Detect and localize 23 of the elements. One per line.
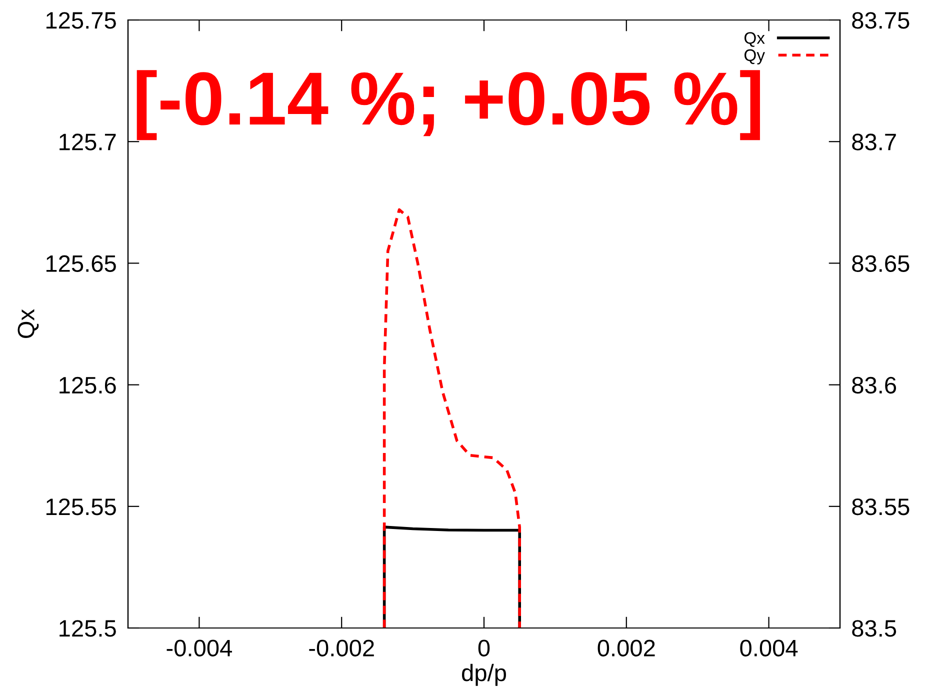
y2-tick-label: 83.65	[852, 255, 910, 272]
annotation: [-0.14 %; +0.05 %]	[136, 70, 760, 140]
x-tick-label: -0.002	[309, 640, 374, 656]
x-axis-title: dp/p	[462, 664, 506, 686]
x-tick-label: 0.004	[740, 640, 798, 656]
y-axis-title: Qx	[18, 309, 39, 338]
x-tick-label: 0	[478, 640, 490, 656]
y2-tick-label: 83.75	[852, 12, 910, 29]
x-tick-label: -0.004	[166, 640, 232, 656]
y-tick-label: 125.55	[46, 498, 116, 516]
y-tick-label: 125.7	[60, 134, 116, 150]
y-tick-label: 125.65	[46, 255, 116, 272]
y-tick-label: 125.5	[60, 620, 116, 637]
y2-tick-label: 83.7	[852, 134, 896, 150]
line-series	[382, 208, 521, 628]
legend-label: Qy	[744, 49, 765, 64]
y2-tick-label: 83.6	[852, 376, 896, 394]
legend-label: Qx	[744, 32, 765, 47]
x-tick-label: 0.002	[598, 640, 655, 656]
y-tick-label: 125.6	[60, 376, 116, 394]
y2-tick-label: 83.55	[852, 498, 910, 516]
y-tick-label: 125.75	[46, 12, 116, 29]
y2-tick-label: 83.5	[852, 620, 896, 637]
